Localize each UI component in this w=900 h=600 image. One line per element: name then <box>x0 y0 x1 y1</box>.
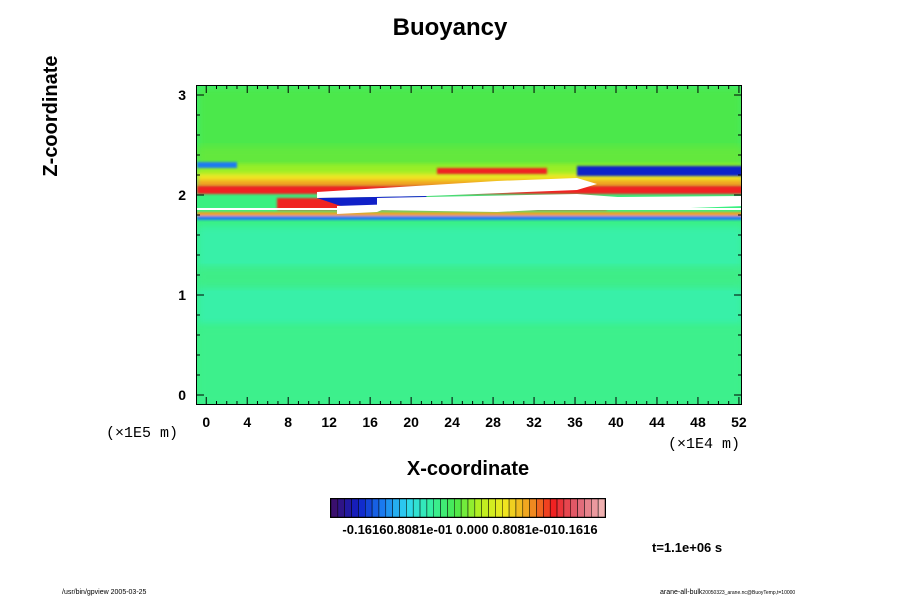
colorbar-swatch <box>447 498 455 518</box>
x-tick-label: 4 <box>243 414 251 430</box>
colorbar-swatch <box>406 498 414 518</box>
colorbar-swatch <box>563 498 571 518</box>
footer-right: arane-all-bulk20050323_arane.nc@BuoyTemp… <box>660 589 795 596</box>
y-tick-label: 2 <box>178 187 186 203</box>
colorbar-swatch <box>392 498 400 518</box>
colorbar <box>330 498 606 518</box>
colorbar-labels: -0.16160.8081e-01 0.000 0.8081e-010.1616 <box>342 522 598 537</box>
colorbar-swatch <box>371 498 380 518</box>
colorbar-swatch <box>419 498 428 518</box>
colorbar-swatch <box>556 498 565 518</box>
colorbar-swatch <box>426 498 435 518</box>
colorbar-swatch <box>460 498 469 518</box>
colorbar-swatch <box>515 498 524 518</box>
colorbar-swatch <box>433 498 441 518</box>
colorbar-swatch <box>591 498 599 518</box>
colorbar-swatch <box>577 498 585 518</box>
x-tick-label: 40 <box>608 414 624 430</box>
y-axis-ticks: 0 1 2 3 <box>178 87 742 403</box>
time-label: t=1.1e+06 s <box>652 540 723 555</box>
colorbar-swatch <box>570 498 578 518</box>
colorbar-swatch <box>454 498 462 518</box>
footer-right-small: 20050323_arane.nc@BuoyTemp,t=10000 <box>702 590 796 596</box>
colorbar-swatch <box>529 498 537 518</box>
colorbar-swatch <box>536 498 544 518</box>
x-tick-label: 28 <box>485 414 501 430</box>
footer-right-main: arane-all-bulk <box>660 589 703 596</box>
colorbar-swatch <box>584 498 592 518</box>
y-tick-label: 0 <box>178 387 186 403</box>
colorbar-swatch <box>385 498 393 518</box>
buoyancy-field <box>197 86 741 404</box>
x-tick-label: 20 <box>403 414 419 430</box>
x-tick-label: 48 <box>690 414 706 430</box>
colorbar-swatches <box>330 498 606 518</box>
colorbar-swatch <box>467 498 476 518</box>
y-tick-label: 1 <box>178 287 186 303</box>
x-tick-label: 12 <box>321 414 337 430</box>
colorbar-swatch <box>365 498 373 518</box>
colorbar-swatch <box>522 498 530 518</box>
colorbar-swatch <box>597 498 606 518</box>
y-tick-label: 3 <box>178 87 186 103</box>
x-tick-label: 0 <box>202 414 210 430</box>
x-unit-label: (×1E4 m) <box>668 436 741 453</box>
y-unit-label: (×1E5 m) <box>106 425 179 442</box>
colorbar-swatch <box>481 498 489 518</box>
colorbar-swatch <box>344 498 352 518</box>
plot-area <box>196 85 742 405</box>
x-tick-label: 32 <box>526 414 542 430</box>
colorbar-swatch <box>549 498 558 518</box>
colorbar-swatch <box>440 498 448 518</box>
chart-title: Buoyancy <box>392 14 508 41</box>
colorbar-swatch <box>508 498 517 518</box>
colorbar-swatch <box>495 498 503 518</box>
y-axis-label: Z-coordinate <box>40 55 62 177</box>
colorbar-swatch <box>543 498 551 518</box>
x-axis-ticks: 0 4 8 12 16 20 24 28 32 36 40 44 48 52 <box>202 85 747 430</box>
footer-left: /usr/bin/gpview 2005-03-25 <box>62 589 147 596</box>
x-tick-label: 36 <box>567 414 583 430</box>
colorbar-swatch <box>337 498 345 518</box>
colorbar-swatch <box>399 498 407 518</box>
colorbar-swatch <box>358 498 366 518</box>
colorbar-swatch <box>351 498 359 518</box>
x-tick-label: 16 <box>362 414 378 430</box>
colorbar-swatch <box>378 498 387 518</box>
colorbar-swatch <box>488 498 496 518</box>
x-tick-label: 44 <box>649 414 665 430</box>
x-tick-label: 52 <box>731 414 747 430</box>
x-axis-label: X-coordinate <box>406 458 530 480</box>
colorbar-swatch <box>412 498 421 518</box>
x-tick-label: 8 <box>284 414 292 430</box>
colorbar-swatch <box>330 498 339 518</box>
colorbar-swatch <box>502 498 510 518</box>
colorbar-swatch <box>474 498 482 518</box>
x-tick-label: 24 <box>444 414 460 430</box>
